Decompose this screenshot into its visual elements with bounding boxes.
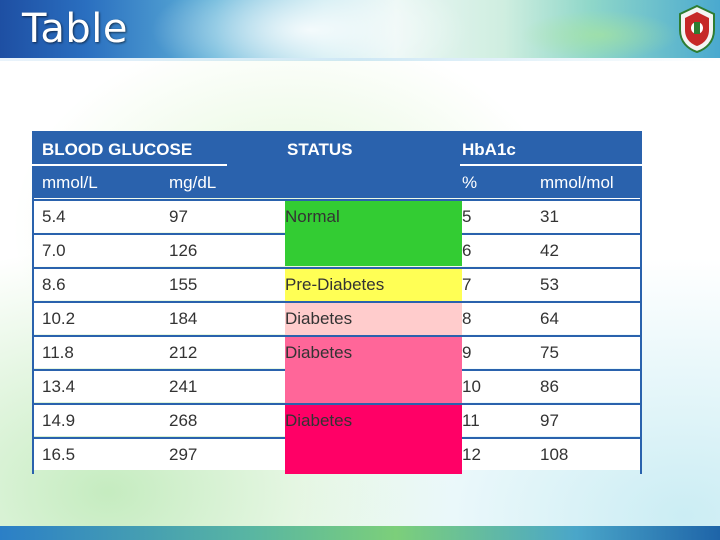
cell-percent: 8 [462,309,472,328]
cell-percent: 5 [462,207,472,226]
status-label-normal: Normal [285,207,340,226]
header-status: STATUS [287,140,353,159]
slide-header: Table [0,0,720,58]
cell-mmol-mol: 97 [540,411,559,430]
cell-percent: 12 [462,445,481,464]
cell-mg-dl: 126 [169,241,198,260]
cell-percent: 7 [462,275,472,294]
footer-band [0,526,720,540]
header-hba1c: HbA1c [462,140,516,159]
cell-percent: 6 [462,241,472,260]
header-underline-glucose [32,164,227,166]
cell-mg-dl: 97 [169,207,188,226]
status-label-diabetes: Diabetes [285,411,353,430]
cell-mg-dl: 184 [169,309,198,328]
university-crest-icon [679,4,715,54]
cell-percent: 11 [462,411,480,430]
header-mmol-l: mmol/L [42,173,98,192]
header-glow-green [520,10,680,58]
status-diabetes-dark-block [285,405,462,474]
cell-mmol-mol: 42 [540,241,559,260]
cell-mmol-mol: 31 [540,207,559,226]
cell-mmol-l: 8.6 [42,275,66,294]
cell-mg-dl: 212 [169,343,198,362]
cell-mmol-mol: 86 [540,377,559,396]
cell-mg-dl: 297 [169,445,198,464]
table-border-right [640,198,642,474]
status-pre-diabetes-block [285,269,462,301]
header-blood-glucose: BLOOD GLUCOSE [42,140,193,159]
glucose-status-table: BLOOD GLUCOSE STATUS HbA1c mmol/L mg/dL … [32,131,642,474]
cell-mmol-mol: 108 [540,445,569,464]
cell-mmol-l: 11.8 [42,343,74,362]
cell-mmol-mol: 75 [540,343,559,362]
cell-mmol-l: 7.0 [42,241,66,260]
cell-mmol-l: 13.4 [42,377,76,396]
cell-mmol-l: 16.5 [42,445,76,464]
header-divider [0,58,720,61]
status-diabetes-mid-block [285,337,462,403]
cell-mmol-mol: 64 [540,309,559,328]
cell-percent: 10 [462,377,481,396]
cell-mmol-l: 5.4 [42,207,66,226]
status-label-pre-diabetes: Pre-Diabetes [285,275,385,294]
status-normal-block [285,201,462,266]
table-border-left [32,198,34,474]
header-glow [150,0,470,58]
cell-mg-dl: 241 [169,377,198,396]
cell-mg-dl: 268 [169,411,198,430]
status-label-diabetes: Diabetes [285,309,353,328]
slide-title: Table [22,6,128,52]
table-header: BLOOD GLUCOSE STATUS HbA1c mmol/L mg/dL … [32,131,642,198]
status-label-diabetes: Diabetes [285,343,353,362]
header-mg-dl: mg/dL [169,173,217,192]
cell-mmol-l: 10.2 [42,309,76,328]
header-underline-hba1c [460,164,642,166]
cell-mg-dl: 155 [169,275,198,294]
cell-percent: 9 [462,343,472,362]
status-diabetes-light-block [285,303,462,335]
cell-mmol-mol: 53 [540,275,559,294]
header-mmol-mol: mmol/mol [540,173,614,192]
header-percent: % [462,173,478,192]
cell-mmol-l: 14.9 [42,411,76,430]
